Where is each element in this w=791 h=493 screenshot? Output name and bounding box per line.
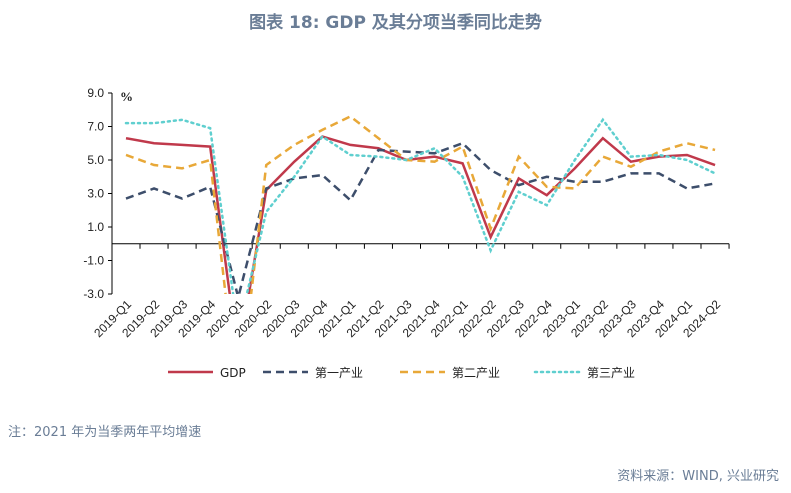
series-line-3 [125,114,716,294]
y-tick-label: -1.0 [83,254,104,268]
y-tick-label: 9.0 [87,86,104,100]
footnote: 注：2021 年为当季两年平均增速 [8,425,202,440]
y-tick-label: 7.0 [87,120,104,134]
y-axis-unit: % [120,89,133,104]
y-tick-label: 3.0 [87,187,104,201]
chart-title: 图表 18: GDP 及其分项当季同比走势 [249,13,542,33]
legend-label: GDP [220,366,246,380]
series-line-4 [124,117,717,294]
series-line-1 [125,135,716,294]
legend-label: 第二产业 [452,366,500,380]
series-line-2 [125,141,716,294]
y-tick-label: -3.0 [83,287,104,301]
legend-label: 第三产业 [587,366,635,380]
legend-label: 第一产业 [315,366,363,380]
y-tick-label: 1.0 [87,220,104,234]
source-note: 资料来源：WIND, 兴业研究 [617,469,779,484]
y-tick-label: 5.0 [87,153,104,167]
